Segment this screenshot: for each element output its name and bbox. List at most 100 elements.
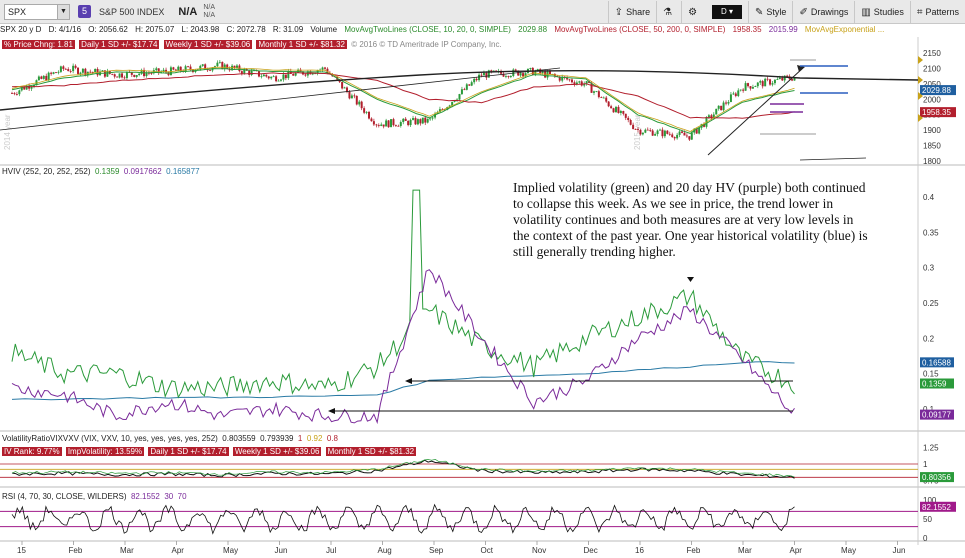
price-candle-body xyxy=(72,65,75,72)
low-value: L: 2043.98 xyxy=(181,25,220,34)
hviv-value-3: 0.165877 xyxy=(166,167,200,176)
price-candle-body xyxy=(194,70,197,73)
price-candle-body xyxy=(162,69,165,72)
price-candle-body xyxy=(766,78,769,80)
price-candle-body xyxy=(368,111,371,119)
price-candle-body xyxy=(218,61,221,63)
price-trend-line xyxy=(707,67,804,156)
price-candle-body xyxy=(199,65,202,70)
price-candle-body xyxy=(360,101,363,109)
patterns-button[interactable]: ⌗ Patterns xyxy=(909,1,965,23)
link-group-badge[interactable]: 5 xyxy=(78,5,91,18)
price-axis-marker xyxy=(918,92,923,100)
style-button[interactable]: ✎ Style xyxy=(748,1,792,23)
price-small-line xyxy=(799,157,867,161)
ma3-label[interactable]: MovAvgExponential ... xyxy=(804,25,885,34)
hv-y-tick: 0.2 xyxy=(923,334,935,343)
price-candle-body xyxy=(683,132,686,136)
price-candle-body xyxy=(187,66,190,68)
price-candle-body xyxy=(179,66,182,72)
price-ma-line xyxy=(11,72,795,119)
price-candle-body xyxy=(729,94,732,102)
x-axis-month-label: Oct xyxy=(481,546,494,555)
price-candle-body xyxy=(504,76,507,77)
price-candle-body xyxy=(101,70,104,72)
aggregation-dropdown[interactable]: D ▾ xyxy=(712,5,743,19)
vr-green-line xyxy=(11,459,795,478)
price-candle-body xyxy=(262,74,265,77)
vr-study-label[interactable]: VolatilityRatioVIXVXV (VIX, VXV, 10, yes… xyxy=(2,434,218,443)
net-change-bottom: N/A xyxy=(203,11,215,19)
price-candle-body xyxy=(783,75,786,81)
price-candle-body xyxy=(717,105,720,109)
price-candle-body xyxy=(253,70,256,72)
price-candle-body xyxy=(221,61,224,70)
price-candle-body xyxy=(737,90,740,96)
price-candle-body xyxy=(580,81,583,86)
flask-icon: ⚗ xyxy=(663,6,673,18)
price-candle-body xyxy=(59,66,62,72)
date-value: D: 4/1/16 xyxy=(48,25,82,34)
symbol-dropdown-caret-icon[interactable]: ▼ xyxy=(57,4,69,19)
watermark-2015: 2015 year xyxy=(633,114,642,150)
vr-weekly-sd-badge: Weekly 1 SD +/- $39.06 xyxy=(232,447,322,456)
price-candle-body xyxy=(165,69,168,73)
price-candle-body xyxy=(771,83,774,85)
patterns-icon: ⌗ xyxy=(916,6,923,18)
price-candle-body xyxy=(485,72,488,78)
price-candle-body xyxy=(284,74,287,79)
drawings-button[interactable]: ✐ Drawings xyxy=(792,1,854,23)
pen-icon: ✐ xyxy=(799,6,808,18)
settings-button[interactable]: ⚙ xyxy=(681,1,706,23)
studies-icon: ▥ xyxy=(861,6,871,18)
price-candle-body xyxy=(605,97,608,102)
x-axis-month-label: Apr xyxy=(790,546,803,555)
ma2-label[interactable]: MovAvgTwoLines (CLOSE, 50, 200, 0, SIMPL… xyxy=(554,25,726,34)
ma1-label[interactable]: MovAvgTwoLines (CLOSE, 10, 20, 0, SIMPLE… xyxy=(344,25,511,34)
rsi-study-label[interactable]: RSI (4, 70, 30, CLOSE, WILDERS) xyxy=(2,492,127,501)
volume-label: Volume xyxy=(310,25,338,34)
price-candle-body xyxy=(751,87,754,89)
x-axis-month-label: Aug xyxy=(378,546,392,555)
vr-monthly-sd-badge: Monthly 1 SD +/- $81.32 xyxy=(325,447,417,456)
price-candle-body xyxy=(624,113,627,118)
hviv-value-1: 0.1359 xyxy=(94,167,120,176)
price-candle-body xyxy=(113,74,116,77)
iv-rank-badge: IV Rank: 9.77% xyxy=(2,447,62,456)
price-candle-body xyxy=(20,87,23,91)
hviv-study-label[interactable]: HVIV (252, 20, 252, 252) xyxy=(2,167,91,176)
price-candle-body xyxy=(392,119,395,126)
price-candle-body xyxy=(451,101,454,106)
price-candle-body xyxy=(91,71,94,73)
symbol-input[interactable]: SPX ▼ xyxy=(4,3,70,20)
price-candle-body xyxy=(634,128,637,130)
hv-y-tick: 0.35 xyxy=(923,228,939,237)
hv-axis-tag-text: 0.16588 xyxy=(922,358,951,367)
hv-y-tick: 0.15 xyxy=(923,370,939,379)
price-candle-body xyxy=(424,117,427,123)
flask-button[interactable]: ⚗ xyxy=(656,1,681,23)
price-candle-body xyxy=(421,117,424,124)
price-candle-body xyxy=(213,66,216,68)
last-price: N/A xyxy=(178,5,198,18)
price-candle-body xyxy=(45,75,48,81)
price-ema-line xyxy=(11,66,795,132)
price-candle-body xyxy=(365,111,368,113)
rsi-axis-tag xyxy=(920,501,956,512)
hv-axis-tag xyxy=(920,357,954,368)
rsi-ob-value: 30 xyxy=(164,492,174,501)
price-candle-body xyxy=(30,86,33,89)
price-candle-body xyxy=(480,74,483,76)
studies-button[interactable]: ▥ Studies xyxy=(854,1,909,23)
price-candle-body xyxy=(622,111,625,114)
price-candle-body xyxy=(375,124,378,126)
share-button[interactable]: ⇪ Share xyxy=(607,1,656,23)
ma2-value-2: 2015.99 xyxy=(768,25,798,34)
price-candle-body xyxy=(172,67,175,70)
price-candle-body xyxy=(341,82,344,89)
hv-y-tick: 0.4 xyxy=(923,193,935,202)
price-candle-body xyxy=(487,70,490,78)
price-candle-body xyxy=(446,107,449,110)
price-candle-body xyxy=(382,124,385,127)
